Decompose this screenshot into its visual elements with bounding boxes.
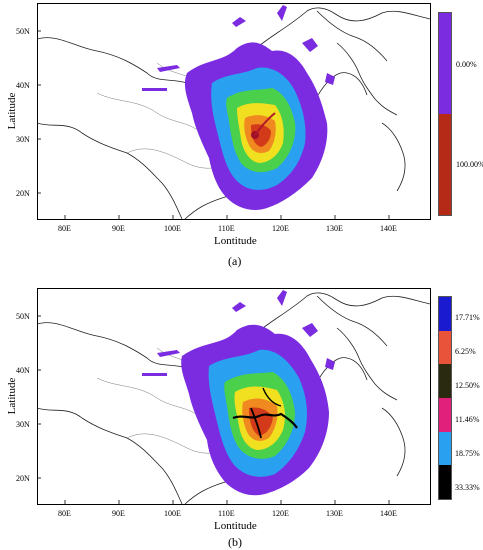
lon-tick: 140E xyxy=(380,224,397,233)
legend-label: 11.46% xyxy=(455,415,480,424)
legend-swatch xyxy=(439,465,451,499)
lon-tick: 100E xyxy=(164,509,181,518)
lat-tick: 50N xyxy=(16,312,30,321)
panel-caption: (b) xyxy=(228,535,242,549)
x-axis-label: Lontitude xyxy=(214,235,257,247)
concentration-plume xyxy=(181,324,329,496)
lon-tick: 100E xyxy=(164,224,181,233)
lat-tick: 40N xyxy=(16,366,30,375)
legend-label: 17.71% xyxy=(455,313,480,322)
lat-tick: 50N xyxy=(16,27,30,36)
legend-swatch xyxy=(439,330,451,365)
legend-swatch xyxy=(439,431,451,466)
y-axis-label: Latitude xyxy=(6,92,18,130)
lon-tick: 120E xyxy=(272,509,289,518)
concentration-plume xyxy=(184,42,328,210)
panel-caption: (a) xyxy=(228,254,242,268)
lat-tick: 40N xyxy=(16,81,30,90)
legend-swatch xyxy=(439,297,451,331)
lon-tick: 90E xyxy=(112,509,125,518)
legend-label: 0.00% xyxy=(456,60,477,69)
legend-swatch xyxy=(439,13,451,114)
map-ticks xyxy=(37,30,390,219)
lat-tick: 30N xyxy=(16,135,30,144)
legend-label: 100.00% xyxy=(456,160,483,169)
plume-fragments xyxy=(142,290,335,376)
lon-tick: 110E xyxy=(218,224,235,233)
map-b xyxy=(37,288,431,505)
x-axis-label: Lontitude xyxy=(214,520,257,532)
legend-bar xyxy=(438,12,452,216)
map-a xyxy=(37,3,431,220)
plume-fragments xyxy=(142,5,335,91)
lon-tick: 130E xyxy=(326,224,343,233)
lon-tick: 90E xyxy=(112,224,125,233)
lon-tick: 80E xyxy=(58,224,71,233)
lon-tick: 140E xyxy=(380,509,397,518)
legend-label: 18.75% xyxy=(455,449,480,458)
lat-tick: 30N xyxy=(16,420,30,429)
legend-swatch xyxy=(439,114,451,215)
legend-label: 33.33% xyxy=(455,483,480,492)
map-ticks xyxy=(37,315,390,504)
lon-tick: 80E xyxy=(58,509,71,518)
legend-bar xyxy=(438,296,452,500)
legend-label: 12.50% xyxy=(455,381,480,390)
lon-tick: 130E xyxy=(326,509,343,518)
y-axis-label: Latitude xyxy=(6,377,18,415)
lon-tick: 120E xyxy=(272,224,289,233)
legend-swatch xyxy=(439,397,451,432)
lat-tick: 20N xyxy=(16,189,30,198)
legend-label: 6.25% xyxy=(455,347,476,356)
legend-swatch xyxy=(439,364,451,398)
lat-tick: 20N xyxy=(16,474,30,483)
lon-tick: 110E xyxy=(218,509,235,518)
